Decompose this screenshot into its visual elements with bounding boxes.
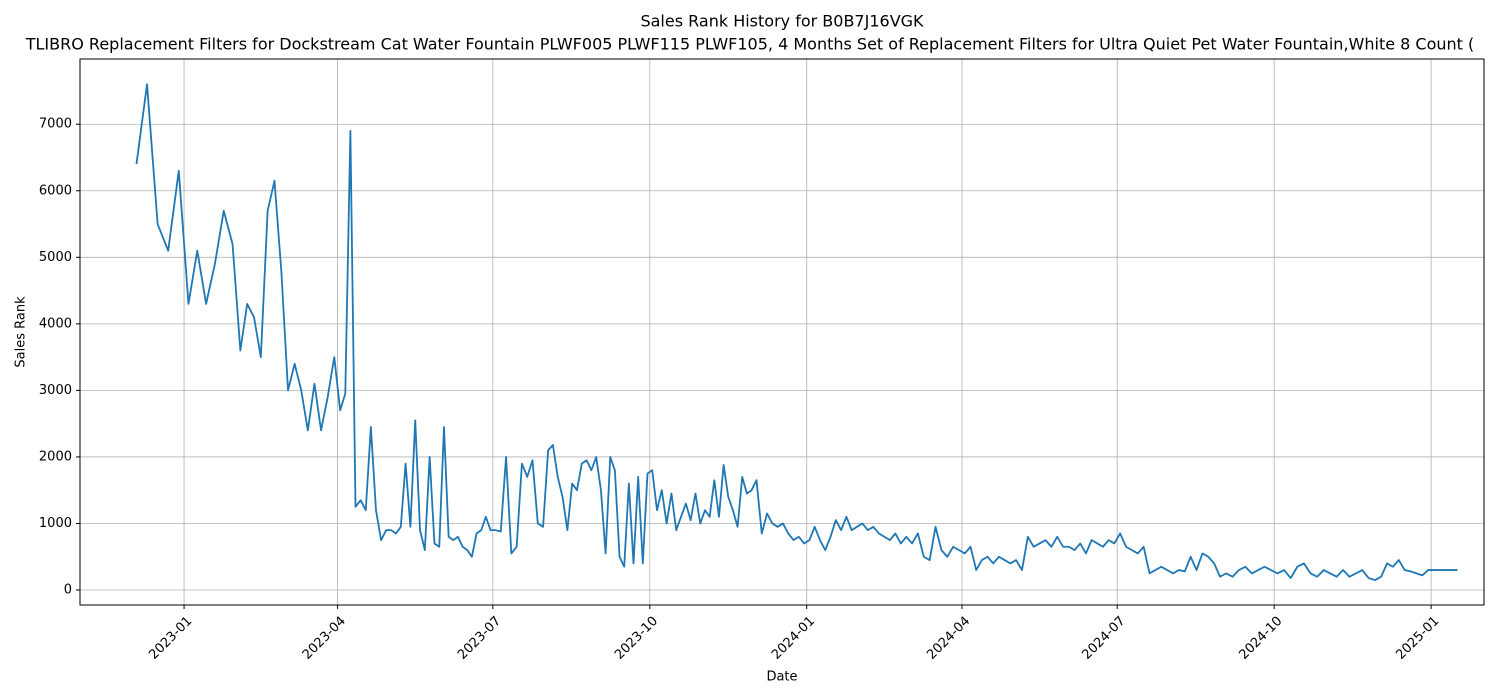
x-tick-label: 2024-01: [769, 614, 818, 663]
y-tick-label: 4000: [39, 316, 72, 331]
x-tick-label: 2024-07: [1080, 614, 1129, 663]
x-axis-label: Date: [766, 670, 797, 685]
y-tick-label: 2000: [39, 449, 72, 464]
x-tick-label: 2024-10: [1236, 614, 1285, 663]
plot-frame: [79, 58, 1485, 606]
x-tick-label: 2023-04: [300, 614, 349, 663]
y-tick-label: 1000: [39, 516, 72, 531]
chart-subtitle: TLIBRO Replacement Filters for Dockstrea…: [25, 35, 1475, 54]
chart-title: Sales Rank History for B0B7J16VGK: [640, 12, 924, 31]
x-tick-label: 2023-01: [146, 614, 195, 663]
x-tick-label: 2024-04: [924, 614, 973, 663]
x-tick-label: 2025-01: [1393, 614, 1442, 663]
y-tick-label: 3000: [39, 383, 72, 398]
data-line: [135, 83, 1458, 581]
x-tick-label: 2023-07: [455, 614, 504, 663]
y-tick-label: 5000: [39, 250, 72, 265]
y-axis-label: Sales Rank: [14, 296, 29, 368]
x-tick-label: 2023-10: [612, 614, 661, 663]
y-tick-label: 6000: [39, 183, 72, 198]
y-tick-label: 0: [64, 583, 72, 598]
y-tick-label: 7000: [39, 117, 72, 132]
